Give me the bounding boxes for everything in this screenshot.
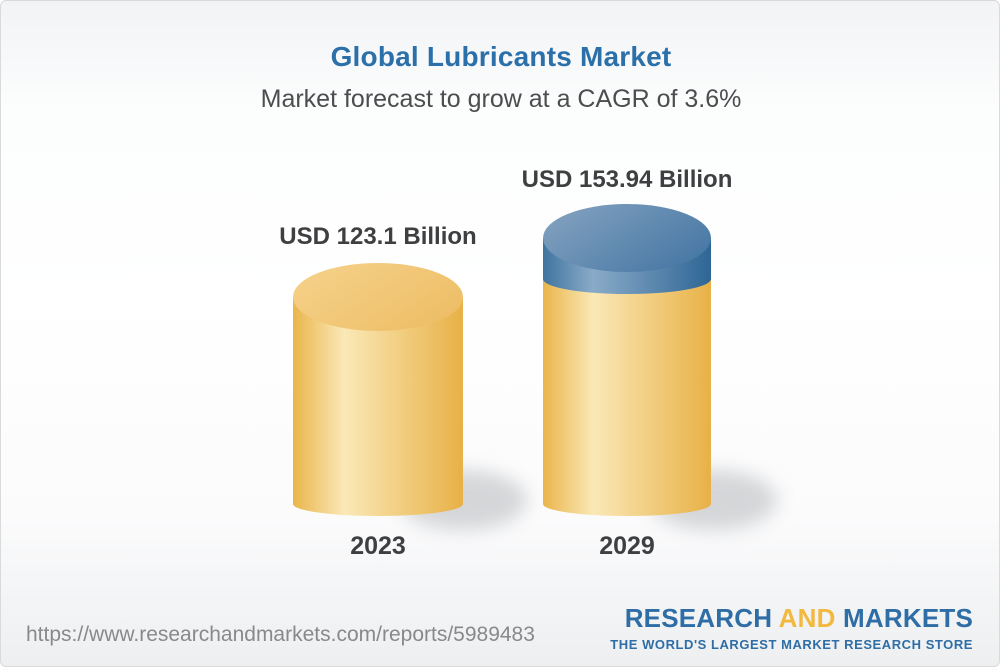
logo-tagline: THE WORLD'S LARGEST MARKET RESEARCH STOR… [610,637,973,652]
bar-value-label-2029: USD 153.94 Billion [521,166,733,193]
cylinder-2023 [293,263,463,516]
bar-category-label-2029: 2029 [599,532,655,560]
bar-category-label-2023: 2023 [350,532,406,560]
logo-word-and: AND [778,603,836,633]
research-and-markets-logo: RESEARCH AND MARKETS THE WORLD'S LARGEST… [610,603,973,652]
logo-word-research: RESEARCH [624,603,773,633]
logo-word-markets: MARKETS [843,603,973,633]
bar-value-label-2023: USD 123.1 Billion [279,223,477,250]
page-subtitle: Market forecast to grow at a CAGR of 3.6… [260,85,742,113]
logo-wordmark: RESEARCH AND MARKETS [610,603,973,634]
cylinder-2029 [543,204,711,516]
report-url: https://www.researchandmarkets.com/repor… [26,623,535,646]
page-title: Global Lubricants Market [330,41,672,72]
